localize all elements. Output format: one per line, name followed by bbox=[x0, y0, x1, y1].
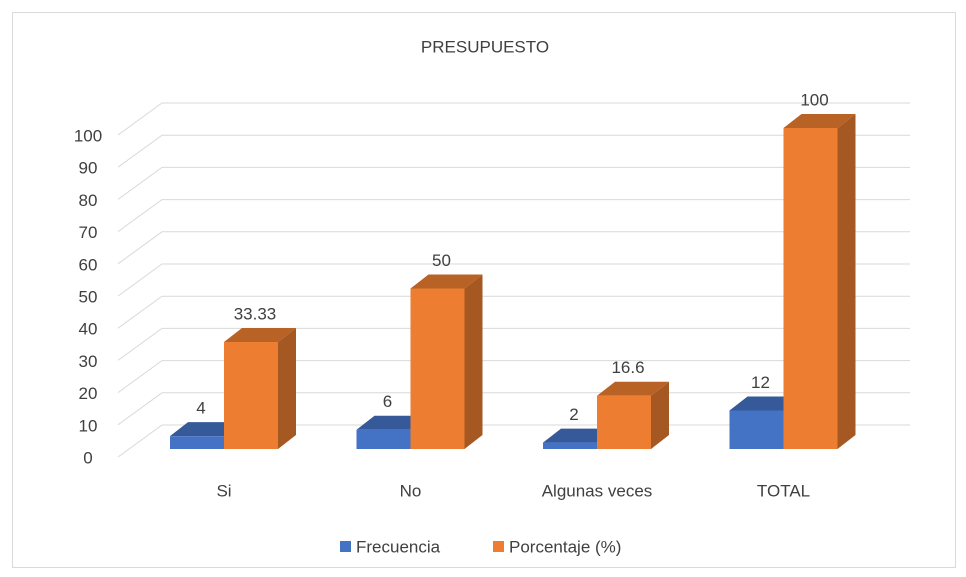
bar-front bbox=[170, 436, 224, 449]
bar-front bbox=[729, 410, 784, 449]
bar bbox=[224, 328, 296, 449]
bar-front bbox=[597, 395, 651, 449]
y-tick-label: 0 bbox=[83, 448, 92, 467]
x-tick-label: Si bbox=[216, 481, 231, 500]
y-tick-label: 90 bbox=[79, 159, 98, 178]
bar-top bbox=[224, 328, 296, 343]
y-tick-label: 60 bbox=[79, 255, 98, 274]
grid-line bbox=[117, 263, 910, 297]
data-label: 4 bbox=[196, 399, 205, 418]
legend-label: Porcentaje (%) bbox=[509, 537, 621, 556]
grid-line bbox=[117, 360, 910, 394]
y-tick-label: 50 bbox=[79, 287, 98, 306]
x-tick-label: No bbox=[400, 481, 422, 500]
data-label: 6 bbox=[383, 392, 392, 411]
y-tick-label: 30 bbox=[79, 352, 98, 371]
data-label: 100 bbox=[800, 90, 828, 109]
y-tick-label: 70 bbox=[79, 223, 98, 242]
bar-top bbox=[410, 274, 483, 289]
y-tick-label: 20 bbox=[79, 384, 98, 403]
data-label: 12 bbox=[751, 373, 770, 392]
bar-side bbox=[464, 274, 483, 449]
legend-label: Frecuencia bbox=[356, 537, 441, 556]
y-tick-label: 40 bbox=[79, 320, 98, 339]
bar bbox=[783, 114, 856, 449]
legend-swatch bbox=[340, 541, 351, 552]
bar-top bbox=[783, 114, 856, 128]
bar-front bbox=[783, 128, 838, 449]
grid-line bbox=[117, 166, 910, 200]
bar bbox=[410, 274, 483, 449]
x-tick-label: TOTAL bbox=[757, 481, 810, 500]
grid-line bbox=[117, 134, 910, 168]
bar-front bbox=[543, 442, 597, 449]
y-tick-label: 80 bbox=[79, 191, 98, 210]
legend-swatch bbox=[493, 541, 504, 552]
grid-line bbox=[117, 327, 910, 361]
data-label: 33.33 bbox=[234, 304, 277, 323]
bar-front bbox=[224, 342, 278, 449]
bar-top bbox=[597, 381, 669, 396]
grid-line bbox=[117, 295, 910, 329]
bar bbox=[597, 381, 669, 449]
y-tick-label: 100 bbox=[74, 126, 102, 145]
chart-title: PRESUPUESTO bbox=[421, 37, 549, 56]
grid-line bbox=[117, 231, 910, 265]
grid-line bbox=[117, 102, 910, 136]
bar-front bbox=[410, 288, 465, 449]
data-label: 50 bbox=[432, 251, 451, 270]
data-label: 16.6 bbox=[611, 358, 644, 377]
data-label: 2 bbox=[569, 405, 578, 424]
x-tick-label: Algunas veces bbox=[542, 481, 653, 500]
bar-side bbox=[278, 328, 296, 449]
y-tick-label: 10 bbox=[79, 416, 98, 435]
grid-line bbox=[117, 199, 910, 233]
bar-side bbox=[651, 381, 669, 449]
bar-side bbox=[837, 114, 856, 449]
bar-front bbox=[356, 429, 411, 449]
